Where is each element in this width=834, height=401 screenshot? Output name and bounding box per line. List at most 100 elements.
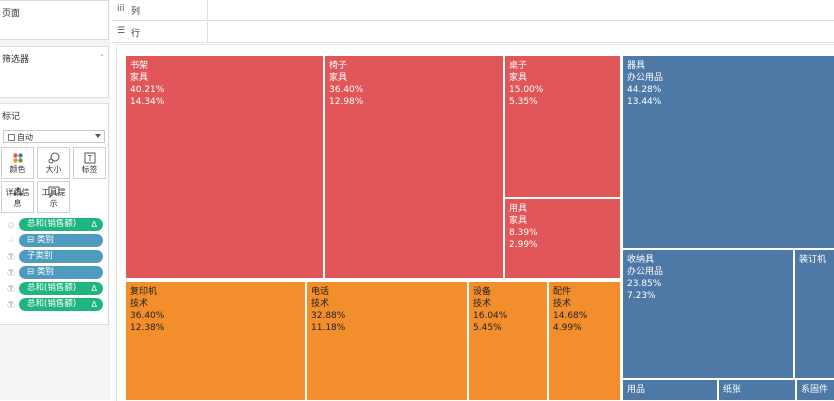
tile-pct-in-category: 14.68%: [553, 311, 588, 321]
size-icon: [48, 152, 60, 164]
tile-subcategory: 书架: [130, 61, 149, 71]
treemap-tile-tables[interactable]: 桌子 家具 15.00% 5.35%: [504, 55, 621, 198]
tile-subcategory: 复印机: [130, 287, 158, 297]
tile-pct-in-category: 36.40%: [329, 85, 364, 95]
tile-category: 家具: [509, 73, 528, 83]
detail-button[interactable]: 详细信息: [1, 181, 34, 213]
tile-subcategory: 收纳具: [627, 255, 655, 265]
label-icon: Ⓣ: [7, 301, 15, 309]
columns-shelf[interactable]: iii 列: [112, 0, 834, 21]
tooltip-icon: [48, 186, 60, 198]
subcategory-pill[interactable]: 子类别: [19, 250, 103, 263]
treemap-tile-supplies[interactable]: 用品: [622, 379, 718, 401]
treemap-tile-fasteners[interactable]: 系固件: [796, 379, 834, 401]
treemap-view[interactable]: 书架 家具 40.21% 14.34% 椅子 家具 36.40% 12.98% …: [116, 44, 834, 401]
mark-pill-row: ◌ 总和(销售额) Δ: [0, 218, 109, 232]
label-icon: Ⓣ: [7, 253, 15, 261]
tile-category: 家具: [509, 216, 528, 226]
pages-title: 页面: [2, 9, 21, 19]
collapse-caret-icon[interactable]: ˅: [100, 54, 105, 62]
sales-sum-pill[interactable]: 总和(销售额) Δ: [19, 298, 103, 311]
mark-pill-row: Ⓣ 子类别: [0, 250, 109, 264]
tooltip-button[interactable]: 工具提示: [37, 181, 70, 213]
treemap-tile-accessories[interactable]: 配件 技术 14.68% 4.99%: [548, 281, 621, 401]
detail-label: 详细信息: [5, 188, 30, 208]
filters-title: 筛选器: [2, 55, 30, 65]
size-button[interactable]: 大小: [37, 147, 70, 179]
tile-pct-in-category: 16.04%: [473, 311, 508, 321]
category-pill[interactable]: ⊟ 类别: [19, 266, 103, 279]
tile-pct-of-total: 12.98%: [329, 97, 364, 107]
shelf-divider: [207, 0, 208, 20]
tile-pct-in-category: 44.28%: [627, 85, 662, 95]
treemap-tile-chairs[interactable]: 椅子 家具 36.40% 12.98%: [324, 55, 504, 279]
mark-type-dropdown[interactable]: 自动: [3, 130, 105, 143]
tile-subcategory: 装订机: [799, 255, 827, 265]
size-label: 大小: [45, 165, 62, 174]
rows-shelf[interactable]: ☰ 行: [112, 22, 834, 43]
category-pill[interactable]: ⊟ 类别: [19, 234, 103, 247]
side-panel: 页面 筛选器 ˅ 标记 自动 颜色 大小 T 标签: [0, 0, 110, 400]
delta-icon: Δ: [91, 300, 97, 309]
delta-icon: Δ: [91, 220, 97, 229]
tile-pct-of-total: 14.34%: [130, 97, 165, 107]
tile-pct-of-total: 4.99%: [553, 323, 582, 333]
pill-label: ⊟ 类别: [27, 267, 54, 277]
color-button[interactable]: 颜色: [1, 147, 34, 179]
mark-type-value: 自动: [17, 133, 33, 142]
square-icon: [8, 134, 15, 141]
label-label: 标签: [81, 165, 98, 174]
treemap-tile-paper[interactable]: 纸张: [718, 379, 796, 401]
treemap-tile-appliances[interactable]: 器具 办公用品 44.28% 13.44%: [622, 55, 834, 249]
mark-pill-row: Ⓣ ⊟ 类别: [0, 266, 109, 280]
tile-subcategory: 电话: [311, 287, 330, 297]
tile-pct-in-category: 40.21%: [130, 85, 165, 95]
tile-category: 办公用品: [627, 73, 664, 83]
tile-subcategory: 桌子: [509, 61, 528, 71]
marks-title: 标记: [2, 112, 21, 122]
tile-subcategory: 纸张: [723, 385, 742, 395]
rows-label: 行: [131, 29, 141, 39]
filters-card[interactable]: 筛选器 ˅: [0, 46, 109, 98]
tile-subcategory: 用具: [509, 204, 528, 214]
size-icon: ◌: [7, 221, 15, 229]
label-icon: Ⓣ: [7, 285, 15, 293]
label-icon: Ⓣ: [7, 269, 15, 277]
treemap-tile-binders[interactable]: 装订机: [794, 249, 834, 379]
pages-card[interactable]: 页面: [0, 0, 109, 40]
tile-pct-in-category: 23.85%: [627, 279, 662, 289]
tile-pct-in-category: 32.88%: [311, 311, 346, 321]
treemap-tile-phones[interactable]: 电话 技术 32.88% 11.18%: [306, 281, 468, 401]
columns-icon: iii: [117, 4, 125, 14]
tile-subcategory: 椅子: [329, 61, 348, 71]
treemap-tile-furnishings[interactable]: 用具 家具 8.39% 2.99%: [504, 198, 621, 279]
tile-pct-of-total: 13.44%: [627, 97, 662, 107]
mark-pill-row: Ⓣ 总和(销售额) Δ: [0, 282, 109, 296]
pill-label: ⊟ 类别: [27, 235, 54, 245]
rows-icon: ☰: [117, 26, 126, 36]
tile-subcategory: 设备: [473, 287, 492, 297]
columns-label: 列: [131, 7, 141, 17]
marks-card: 标记 自动 颜色 大小 T 标签: [0, 103, 109, 325]
tile-pct-in-category: 36.40%: [130, 311, 165, 321]
pill-label: 总和(销售额): [27, 299, 77, 309]
treemap-tile-machines[interactable]: 设备 技术 16.04% 5.45%: [468, 281, 548, 401]
tile-category: 技术: [130, 299, 149, 309]
treemap-tile-bookcases[interactable]: 书架 家具 40.21% 14.34%: [125, 55, 324, 279]
tile-pct-of-total: 5.35%: [509, 97, 538, 107]
color-dots-icon: ⁘: [8, 237, 14, 245]
color-label: 颜色: [9, 165, 26, 174]
tile-pct-of-total: 2.99%: [509, 240, 538, 250]
sales-sum-pill[interactable]: 总和(销售额) Δ: [19, 282, 103, 295]
tile-category: 家具: [329, 73, 348, 83]
sales-sum-pill[interactable]: 总和(销售额) Δ: [19, 218, 103, 231]
chevron-down-icon: [95, 134, 101, 138]
pill-label: 总和(销售额): [27, 283, 77, 293]
treemap-tile-storage[interactable]: 收纳具 办公用品 23.85% 7.23%: [622, 249, 794, 379]
tile-subcategory: 器具: [627, 61, 646, 71]
label-button[interactable]: T 标签: [73, 147, 106, 179]
tile-pct-of-total: 5.45%: [473, 323, 502, 333]
tile-subcategory: 用品: [627, 385, 646, 395]
tooltip-label: 工具提示: [41, 188, 66, 208]
treemap-tile-copiers[interactable]: 复印机 技术 36.40% 12.38%: [125, 281, 306, 401]
